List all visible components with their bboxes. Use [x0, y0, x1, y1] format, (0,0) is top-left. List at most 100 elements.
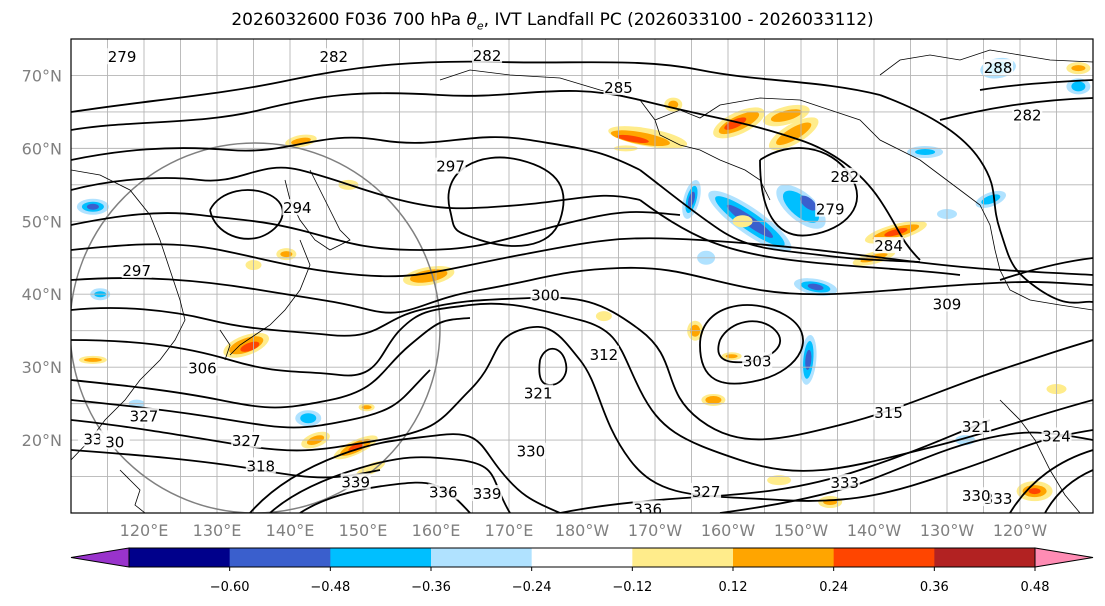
contour-label: 330 [517, 443, 546, 461]
title-subscript: e [476, 19, 484, 33]
contour-label-halo [245, 457, 276, 474]
theta-e-contour [1044, 469, 1093, 513]
contour-label: 321 [524, 384, 553, 402]
theta-e-contour [879, 94, 1093, 304]
contour-label-halo [632, 500, 663, 513]
lat-tick-label: 30°N [22, 358, 62, 377]
ivt-anomaly-patch [981, 194, 1001, 205]
theta-e-contour [71, 211, 681, 251]
colorbar-tick-label: −0.36 [411, 580, 451, 595]
lon-tick-label: 130°E [193, 521, 242, 540]
theta-e-contour [71, 237, 1093, 278]
contour-label-halo [472, 485, 503, 502]
ivt-anomaly-patch [280, 251, 293, 258]
ivt-anomaly-patch [805, 349, 812, 370]
theta-e-contour [719, 431, 1093, 513]
coastline [999, 399, 1081, 513]
contour-label-halo [1041, 427, 1072, 444]
colorbar-segment [733, 548, 835, 567]
contour-label-halo [523, 384, 554, 401]
contour-label-halo [983, 59, 1014, 76]
lat-tick-label: 70°N [22, 66, 62, 85]
colorbar-segment [229, 548, 331, 567]
contour-label-halo [1012, 106, 1043, 123]
ivt-anomaly-patch [770, 109, 802, 122]
ivt-anomaly-patch [1071, 65, 1086, 72]
theta-e-contour [979, 79, 1093, 91]
contour-label: 297 [436, 158, 465, 176]
contour-label: 309 [933, 295, 962, 313]
theta-e-contour [71, 266, 1093, 314]
contour-label-halo [873, 404, 904, 421]
contour-label: 330 [962, 487, 991, 505]
contour-label-halo [515, 442, 546, 459]
theta-e-contour [538, 347, 568, 386]
contour-label-halo [282, 199, 313, 216]
contour-label: 282 [319, 48, 348, 66]
contour-label: 285 [604, 79, 633, 97]
theta-e-contour [639, 169, 921, 263]
contour-label: 279 [108, 48, 137, 66]
lon-tick-label: 170°W [628, 521, 683, 540]
colorbar-tick-label: 0.48 [1021, 580, 1050, 595]
contour-label: 306 [188, 360, 217, 378]
contour-label: 333 [830, 474, 859, 492]
map-frame [70, 38, 1094, 514]
contour-label: 318 [246, 457, 275, 475]
contour-label-halo [961, 487, 992, 504]
ivt-anomaly-patch [799, 195, 817, 211]
contour-label-halo [435, 157, 466, 174]
theta-e-contour [939, 97, 1093, 121]
theta-e-contour [269, 456, 511, 513]
theta-e-contour [1009, 449, 1093, 513]
map-panel: 279 282 282 285 297 294 297 300 312 303 309 321 306 3… [71, 39, 1093, 513]
lat-tick-label: 40°N [22, 285, 62, 304]
theta-e-contour [759, 147, 858, 237]
contour-label-halo [961, 417, 992, 434]
contour-label: 324 [1042, 427, 1071, 445]
colorbar-segment [632, 548, 734, 567]
ivt-anomaly-patch [767, 475, 792, 486]
lon-tick-label: 140°E [266, 521, 315, 540]
contour-label: 282 [473, 47, 502, 65]
ivt-anomaly-patch [348, 443, 364, 452]
contour-label: 327 [692, 483, 721, 501]
ivt-anomaly-patch [240, 341, 260, 352]
contour-label-halo [691, 482, 722, 499]
lon-tick-label: 120°W [993, 521, 1048, 540]
coastline [71, 169, 186, 461]
colorbar: −0.60 −0.48 −0.36 −0.24 −0.12 0.12 0.24 0.36 0.4… [70, 547, 1094, 595]
colorbar-tick-label: 0.24 [819, 580, 848, 595]
contour-label-halo [932, 295, 962, 312]
theta-e-contour [71, 90, 801, 141]
title-prefix: 2026032600 F036 700 hPa [231, 10, 467, 30]
contour-label: 327 [130, 408, 159, 426]
colorbar-segment [531, 548, 633, 567]
colorbar-tick-label: −0.48 [310, 580, 350, 595]
contour-label-halo [428, 483, 459, 500]
contour-label: 339 [473, 485, 502, 503]
landfall-region-circle [71, 142, 441, 513]
ivt-anomaly-patch [884, 227, 908, 237]
lon-tick-label: 140°W [847, 521, 902, 540]
lat-tick-label: 20°N [22, 431, 62, 450]
contour-label: 279 [816, 201, 845, 219]
coastline [119, 469, 146, 513]
lon-tick-label: 160°E [412, 521, 461, 540]
colorbar-tick-label: −0.24 [512, 580, 552, 595]
ivt-anomaly-patch [595, 311, 612, 322]
contour-label: 339 [341, 473, 370, 491]
lon-tick-label: 150°E [339, 521, 388, 540]
colorbar-segment [934, 548, 1036, 567]
colorbar-tick-label: −0.12 [612, 580, 652, 595]
contour-label: 327 [232, 432, 261, 450]
title-symbol: θ [466, 10, 477, 30]
theta-e-contour [71, 325, 1093, 502]
theta-e-contour [447, 156, 565, 247]
theta-e-contour [249, 433, 561, 513]
contour-label: 294 [283, 199, 312, 217]
contour-label-halo [530, 286, 561, 303]
ivt-anomaly-patch [725, 354, 738, 359]
colorbar-max-extend [1034, 547, 1094, 568]
